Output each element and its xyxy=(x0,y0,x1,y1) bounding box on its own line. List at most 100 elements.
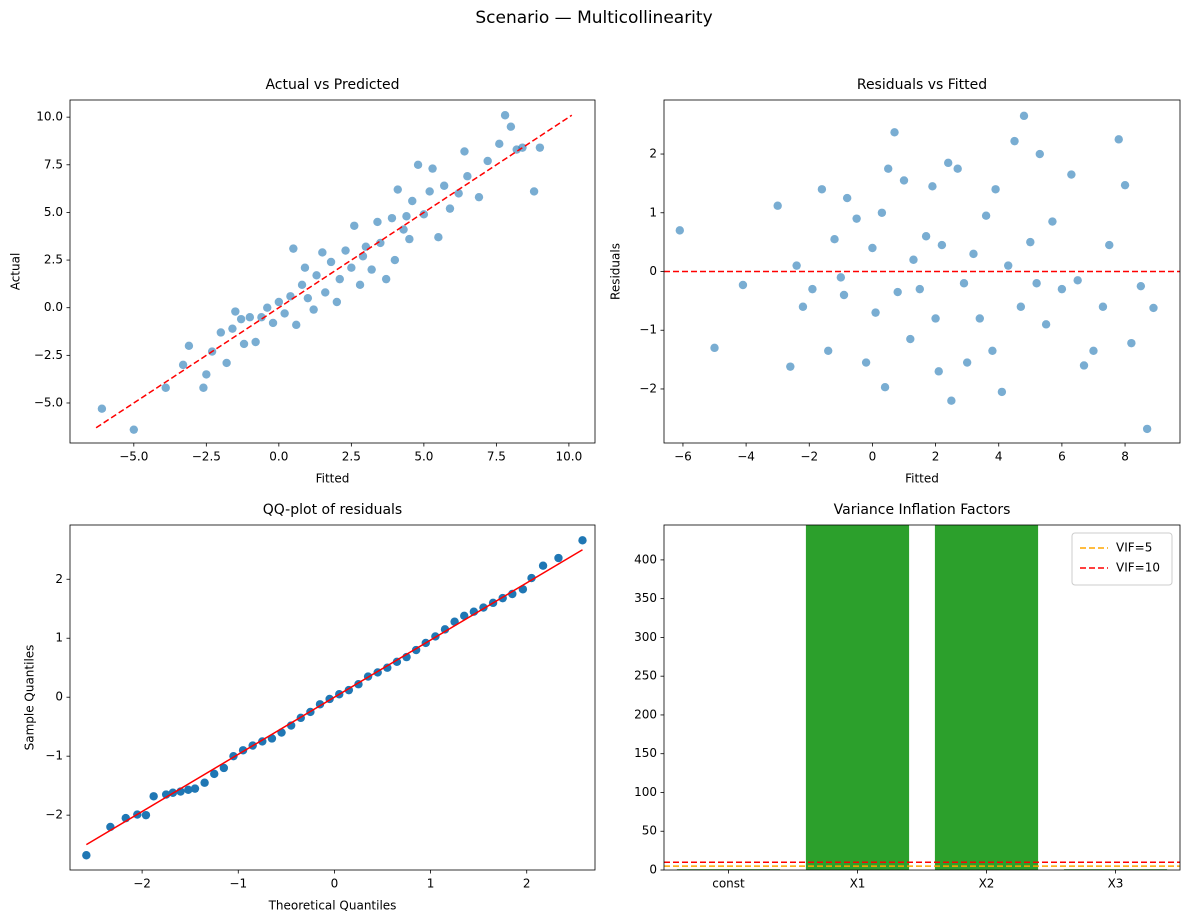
x-axis-label: Fitted xyxy=(316,472,350,486)
y-tick-label: −2.5 xyxy=(34,348,63,362)
point xyxy=(868,243,877,253)
point xyxy=(928,182,937,191)
point xyxy=(202,370,211,379)
x-tick-label: 10.0 xyxy=(556,450,583,464)
point xyxy=(852,214,861,223)
point xyxy=(463,172,472,181)
point xyxy=(921,232,931,241)
point xyxy=(836,273,846,282)
point xyxy=(909,255,918,264)
point xyxy=(445,204,455,213)
figure-title: Scenario — Multicollinearity xyxy=(475,8,712,28)
y-tick-label: −1 xyxy=(639,323,657,337)
y-axis-label: Residuals xyxy=(609,243,623,300)
point xyxy=(710,343,719,353)
point xyxy=(538,561,548,570)
point xyxy=(495,139,504,149)
reference-line xyxy=(95,114,573,429)
point xyxy=(347,263,356,272)
subplot-title: Variance Inflation Factors xyxy=(834,502,1011,518)
point xyxy=(899,176,909,185)
point xyxy=(387,213,397,223)
point xyxy=(236,314,246,324)
y-tick-label: 1 xyxy=(55,631,63,645)
point xyxy=(292,320,301,330)
point xyxy=(535,143,545,152)
point xyxy=(332,297,342,307)
point xyxy=(975,314,984,323)
point xyxy=(877,208,887,217)
x-tick-label: 1 xyxy=(427,877,435,891)
y-tick-label: 2.5 xyxy=(44,253,63,267)
point xyxy=(326,257,336,267)
y-tick-label: 0 xyxy=(649,264,657,278)
y-tick-label: 250 xyxy=(634,669,657,683)
point xyxy=(222,358,231,368)
point xyxy=(402,212,411,221)
x-tick-label: −2.5 xyxy=(192,450,221,464)
point xyxy=(286,292,295,301)
point xyxy=(335,274,344,284)
point xyxy=(1004,261,1013,270)
x-tick-label: 2 xyxy=(523,877,531,891)
point xyxy=(129,425,139,434)
y-tick-label: 400 xyxy=(634,552,657,566)
point xyxy=(1149,303,1158,313)
x-tick-label: 0 xyxy=(869,450,877,464)
y-tick-label: 0 xyxy=(55,690,63,704)
y-tick-label: 300 xyxy=(634,630,657,644)
point xyxy=(303,293,313,303)
x-axis-label: Theoretical Quantiles xyxy=(268,899,397,913)
y-tick-label: 1 xyxy=(649,205,657,219)
x-tick-label: −2 xyxy=(800,450,818,464)
point xyxy=(257,313,266,322)
point xyxy=(1105,240,1114,250)
point xyxy=(425,187,434,196)
point xyxy=(953,164,962,173)
point xyxy=(884,164,893,173)
point xyxy=(1127,338,1136,348)
point xyxy=(773,201,782,210)
point xyxy=(1041,320,1051,329)
point xyxy=(219,763,229,773)
point xyxy=(367,265,376,274)
point xyxy=(959,279,969,288)
point xyxy=(1048,217,1057,226)
point xyxy=(792,261,801,270)
point xyxy=(312,271,321,280)
point xyxy=(518,143,527,152)
point xyxy=(1010,136,1019,146)
x-tick-label: X3 xyxy=(1108,877,1124,891)
point xyxy=(263,303,272,312)
point xyxy=(161,383,170,392)
point xyxy=(1079,361,1089,370)
y-tick-label: 10.0 xyxy=(36,110,63,124)
subplot: Variance Inflation Factors 0 50 100 150 200 25… xyxy=(634,502,1181,891)
y-tick-label: 200 xyxy=(634,707,657,721)
point xyxy=(1057,284,1067,294)
y-tick-label: 0.0 xyxy=(44,300,63,314)
plot-area xyxy=(95,111,573,434)
point xyxy=(439,181,449,190)
x-tick-label: −1 xyxy=(229,877,247,891)
point xyxy=(786,362,795,371)
point xyxy=(981,211,991,220)
point xyxy=(962,358,972,367)
y-tick-label: 150 xyxy=(634,746,657,760)
subplot: Actual vs Predicted Fitted Actual −5.0 −2.5 0… xyxy=(9,77,596,486)
point xyxy=(915,284,924,294)
point xyxy=(408,196,417,206)
point xyxy=(506,122,516,131)
point xyxy=(1098,302,1108,311)
x-axis-label: Fitted xyxy=(905,472,939,486)
axes-frame xyxy=(69,99,596,444)
point xyxy=(274,297,284,307)
point xyxy=(798,302,808,311)
y-tick-label: 5.0 xyxy=(44,205,63,219)
x-tick-label: −5.0 xyxy=(119,450,148,464)
axes-frame xyxy=(69,524,596,871)
point xyxy=(944,158,953,168)
point xyxy=(231,307,240,316)
point xyxy=(251,337,260,347)
point xyxy=(184,785,193,794)
